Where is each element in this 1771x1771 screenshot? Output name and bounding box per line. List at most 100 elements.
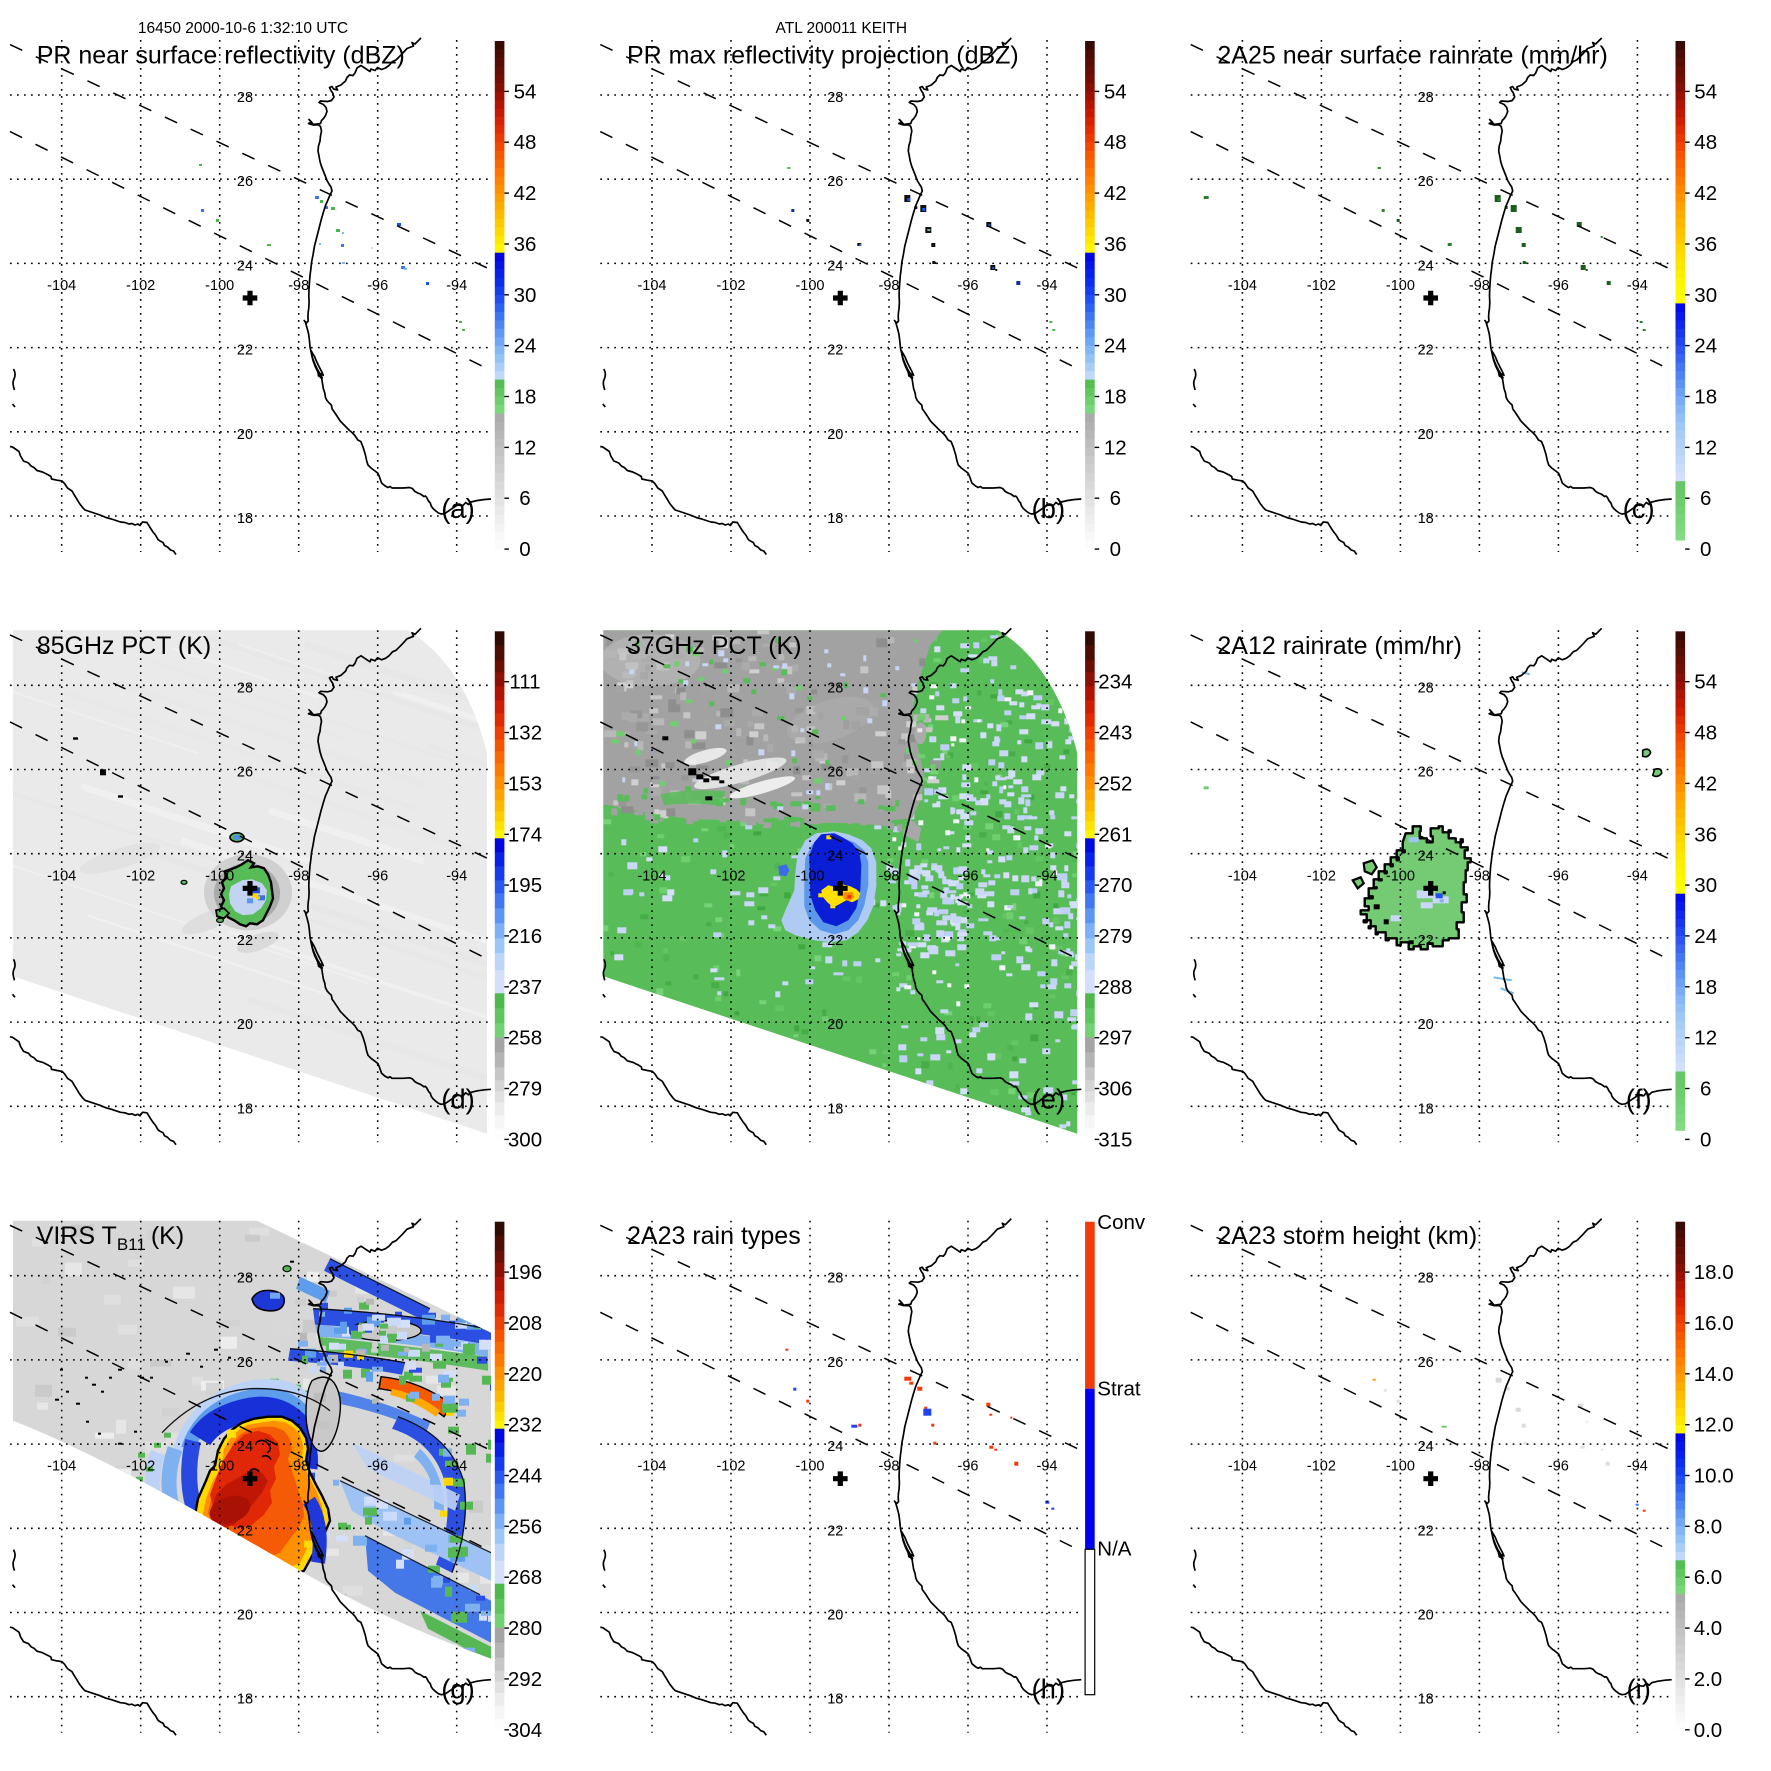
svg-text:0: 0 <box>1700 1128 1711 1151</box>
svg-text:36: 36 <box>1694 233 1717 256</box>
svg-text:280: 280 <box>508 1617 542 1640</box>
svg-text:6.0: 6.0 <box>1694 1566 1723 1589</box>
svg-text:24: 24 <box>514 335 537 358</box>
svg-text:292: 292 <box>508 1668 542 1691</box>
svg-text:N/A: N/A <box>1097 1538 1132 1561</box>
svg-text:(e): (e) <box>1031 1083 1065 1114</box>
svg-text:300: 300 <box>508 1128 542 1151</box>
svg-text:48: 48 <box>1694 131 1717 154</box>
svg-text:2A12 rainrate (mm/hr): 2A12 rainrate (mm/hr) <box>1217 632 1462 660</box>
svg-text:24: 24 <box>1694 925 1717 948</box>
svg-text:297: 297 <box>1098 1027 1132 1050</box>
svg-text:36: 36 <box>1694 823 1717 846</box>
svg-text:268: 268 <box>508 1566 542 1589</box>
svg-text:0: 0 <box>519 538 530 561</box>
svg-text:(h): (h) <box>1031 1674 1065 1705</box>
svg-text:42: 42 <box>1694 772 1717 795</box>
svg-text:306: 306 <box>1098 1078 1132 1101</box>
svg-text:12: 12 <box>1694 1027 1717 1050</box>
svg-text:132: 132 <box>508 722 542 745</box>
svg-text:2A23 rain types: 2A23 rain types <box>627 1222 801 1250</box>
svg-text:256: 256 <box>508 1515 542 1538</box>
svg-text:18: 18 <box>1694 976 1717 999</box>
svg-text:261: 261 <box>1098 823 1132 846</box>
svg-text:4.0: 4.0 <box>1694 1617 1723 1640</box>
svg-text:288: 288 <box>1098 976 1132 999</box>
svg-text:(a): (a) <box>441 493 475 524</box>
svg-text:6: 6 <box>1700 1078 1711 1101</box>
svg-text:304: 304 <box>508 1719 542 1742</box>
svg-text:258: 258 <box>508 1027 542 1050</box>
svg-text:24: 24 <box>1694 335 1717 358</box>
svg-text:Strat: Strat <box>1097 1378 1141 1401</box>
svg-text:220: 220 <box>508 1363 542 1386</box>
svg-text:Conv: Conv <box>1097 1211 1146 1234</box>
svg-text:(f): (f) <box>1626 1083 1652 1114</box>
svg-text:195: 195 <box>508 874 542 897</box>
svg-text:(c): (c) <box>1623 493 1655 524</box>
svg-text:12: 12 <box>1694 436 1717 459</box>
svg-text:PR max reflectivity projection: PR max reflectivity projection (dBZ) <box>627 42 1019 70</box>
svg-text:85GHz PCT (K): 85GHz PCT (K) <box>37 632 212 660</box>
svg-text:18: 18 <box>1694 386 1717 409</box>
svg-text:ATL 200011 KEITH: ATL 200011 KEITH <box>776 20 908 37</box>
svg-text:42: 42 <box>1694 182 1717 205</box>
svg-text:6: 6 <box>519 487 530 510</box>
svg-text:252: 252 <box>1098 772 1132 795</box>
svg-text:(i): (i) <box>1626 1674 1650 1705</box>
svg-text:30: 30 <box>1104 284 1127 307</box>
svg-text:0: 0 <box>1700 538 1711 561</box>
svg-text:234: 234 <box>1098 671 1132 694</box>
svg-text:14.0: 14.0 <box>1694 1363 1734 1386</box>
svg-text:54: 54 <box>514 80 537 103</box>
svg-text:12: 12 <box>1104 436 1127 459</box>
svg-text:42: 42 <box>1104 182 1127 205</box>
svg-text:153: 153 <box>508 772 542 795</box>
svg-text:30: 30 <box>1694 874 1717 897</box>
svg-text:2A23 storm height (km): 2A23 storm height (km) <box>1217 1222 1477 1250</box>
svg-text:18: 18 <box>1104 386 1127 409</box>
svg-text:18: 18 <box>514 386 537 409</box>
svg-text:16450 2000-10-6 1:32:10 UTC: 16450 2000-10-6 1:32:10 UTC <box>138 20 348 37</box>
svg-text:279: 279 <box>1098 925 1132 948</box>
svg-text:243: 243 <box>1098 722 1132 745</box>
svg-text:(d): (d) <box>441 1083 475 1114</box>
svg-text:54: 54 <box>1104 80 1127 103</box>
svg-text:196: 196 <box>508 1261 542 1284</box>
svg-text:37GHz PCT (K): 37GHz PCT (K) <box>627 632 802 660</box>
svg-text:30: 30 <box>514 284 537 307</box>
svg-text:12.0: 12.0 <box>1694 1414 1734 1437</box>
svg-text:48: 48 <box>514 131 537 154</box>
svg-text:18.0: 18.0 <box>1694 1261 1734 1284</box>
svg-text:0: 0 <box>1110 538 1121 561</box>
svg-text:315: 315 <box>1098 1128 1132 1151</box>
svg-text:6: 6 <box>1110 487 1121 510</box>
svg-text:6: 6 <box>1700 487 1711 510</box>
svg-text:12: 12 <box>514 436 537 459</box>
svg-text:232: 232 <box>508 1414 542 1437</box>
svg-text:36: 36 <box>1104 233 1127 256</box>
svg-text:244: 244 <box>508 1465 542 1488</box>
svg-text:16.0: 16.0 <box>1694 1312 1734 1335</box>
svg-text:237: 237 <box>508 976 542 999</box>
svg-text:2A25 near surface rainrate (mm: 2A25 near surface rainrate (mm/hr) <box>1217 42 1607 70</box>
svg-text:111: 111 <box>509 671 540 694</box>
svg-text:54: 54 <box>1694 671 1717 694</box>
svg-text:8.0: 8.0 <box>1694 1515 1723 1538</box>
svg-text:48: 48 <box>1694 722 1717 745</box>
svg-text:2.0: 2.0 <box>1694 1668 1723 1691</box>
svg-text:174: 174 <box>508 823 542 846</box>
svg-text:42: 42 <box>514 182 537 205</box>
svg-text:PR near surface reflectivity (: PR near surface reflectivity (dBZ) <box>37 42 405 70</box>
svg-text:10.0: 10.0 <box>1694 1465 1734 1488</box>
svg-text:36: 36 <box>514 233 537 256</box>
svg-text:30: 30 <box>1694 284 1717 307</box>
svg-text:54: 54 <box>1694 80 1717 103</box>
svg-text:24: 24 <box>1104 335 1127 358</box>
svg-text:216: 216 <box>508 925 542 948</box>
svg-text:0.0: 0.0 <box>1694 1719 1723 1742</box>
svg-text:270: 270 <box>1098 874 1132 897</box>
svg-text:279: 279 <box>508 1078 542 1101</box>
svg-text:48: 48 <box>1104 131 1127 154</box>
svg-text:208: 208 <box>508 1312 542 1335</box>
